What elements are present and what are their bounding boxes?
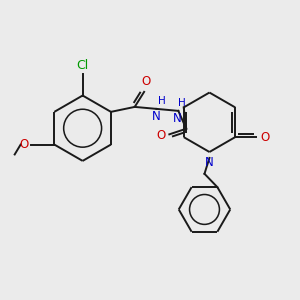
- Text: O: O: [156, 129, 165, 142]
- Text: H: H: [158, 96, 165, 106]
- Text: O: O: [260, 130, 269, 144]
- Text: N: N: [205, 156, 214, 169]
- Text: H: H: [178, 98, 186, 108]
- Text: N: N: [152, 110, 161, 123]
- Text: O: O: [141, 75, 150, 88]
- Text: O: O: [19, 138, 28, 151]
- Text: Cl: Cl: [76, 59, 89, 72]
- Text: N: N: [173, 112, 182, 125]
